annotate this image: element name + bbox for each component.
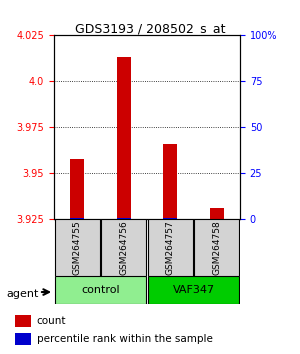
Bar (210, 218, 224, 219)
FancyBboxPatch shape (148, 219, 193, 276)
FancyBboxPatch shape (194, 219, 239, 276)
Bar (163, 218, 177, 219)
Text: percentile rank within the sample: percentile rank within the sample (37, 334, 212, 344)
Text: GSM264755: GSM264755 (73, 221, 82, 275)
Bar (163, 144, 177, 219)
Text: VAF347: VAF347 (172, 285, 214, 295)
Text: GSM264757: GSM264757 (166, 221, 175, 275)
Text: agent: agent (6, 289, 38, 299)
FancyBboxPatch shape (101, 219, 146, 276)
Bar (70, 218, 84, 219)
Text: count: count (37, 316, 66, 326)
Bar (117, 57, 131, 219)
FancyBboxPatch shape (55, 219, 100, 276)
Bar (15, 333, 31, 345)
Bar (117, 218, 131, 219)
Text: GDS3193 / 208502_s_at: GDS3193 / 208502_s_at (75, 22, 225, 35)
Bar (15, 315, 31, 327)
FancyBboxPatch shape (148, 276, 239, 304)
FancyBboxPatch shape (55, 276, 146, 304)
Bar (210, 209, 224, 219)
Text: GSM264758: GSM264758 (212, 221, 221, 275)
Bar (70, 159, 84, 219)
Text: GSM264756: GSM264756 (119, 221, 128, 275)
Text: control: control (81, 285, 120, 295)
